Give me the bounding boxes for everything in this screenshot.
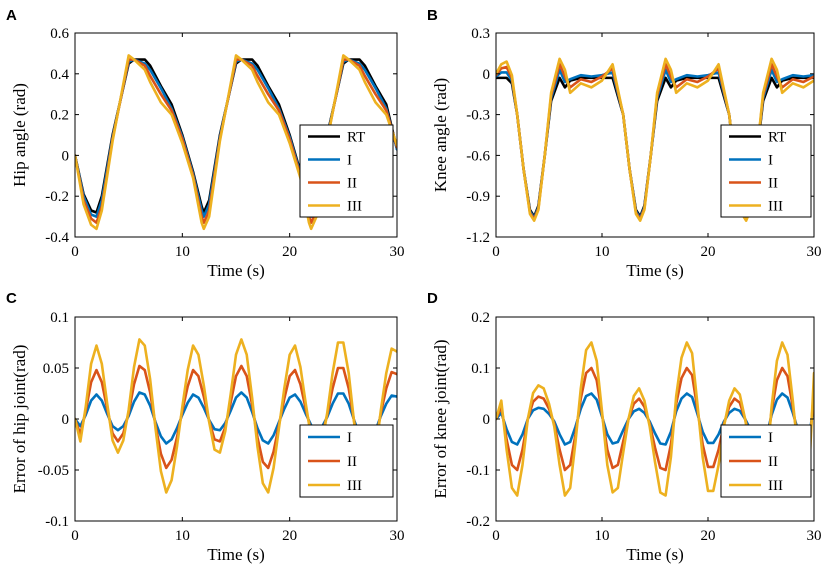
legend-label-iii: III (347, 478, 362, 494)
y-tick-label: 0 (483, 67, 491, 83)
x-axis-label-b: Time (s) (626, 261, 683, 280)
x-tick-label: 30 (807, 528, 822, 544)
x-tick-label: 20 (701, 244, 716, 260)
legend-label-ii: II (347, 176, 357, 192)
y-tick-label: -1.2 (466, 230, 490, 246)
y-tick-label: -0.3 (466, 108, 490, 124)
legend-label-rt: RT (768, 130, 786, 146)
x-tick-label: 10 (175, 528, 190, 544)
y-tick-label: -0.05 (38, 463, 69, 479)
legend-label-rt: RT (347, 130, 365, 146)
y-tick-label: 0.2 (50, 108, 69, 124)
x-axis-label-d: Time (s) (626, 545, 683, 564)
x-tick-label: 30 (807, 244, 822, 260)
y-tick-label: -0.1 (45, 514, 69, 530)
panel-b: B 0 10 20 30 -1.2 -0.9 -0.6 -0.3 0 0.3 Time (s) Knee… (427, 7, 822, 280)
y-tick-label: -0.9 (466, 189, 490, 205)
y-tick-label: 0.05 (43, 361, 69, 377)
series-line-c-iii (75, 338, 397, 494)
y-tick-label: 0.1 (471, 361, 490, 377)
legend-box (720, 124, 812, 218)
panel-letter-a: A (6, 7, 17, 24)
y-axis-label-a: Hip angle (rad) (10, 83, 29, 187)
y-tick-label: 0.1 (50, 310, 69, 326)
x-tick-label: 20 (701, 528, 716, 544)
x-axis-label-c: Time (s) (207, 545, 264, 564)
y-tick-label: 0.2 (471, 310, 490, 326)
panel-c: C 0 10 20 30 -0.1 -0.05 0 0.05 0.1 Time (s) Error o… (6, 290, 405, 564)
y-tick-label: -0.4 (45, 230, 69, 246)
y-tick-label: 0 (483, 412, 491, 428)
y-tick-label: -0.1 (466, 463, 490, 479)
x-tick-label: 0 (492, 244, 500, 260)
axes-box-b (495, 32, 815, 238)
x-axis-label-a: Time (s) (207, 261, 264, 280)
x-tick-label: 10 (595, 244, 610, 260)
y-axis-label-c: Error of hip joint(rad) (10, 345, 29, 494)
y-tick-label: 0.3 (471, 26, 490, 42)
legend-label-ii: II (768, 454, 778, 470)
legend-label-iii: III (347, 199, 362, 215)
axes-box-a (74, 32, 398, 238)
series-group-c (75, 338, 397, 494)
x-tick-label: 30 (390, 528, 405, 544)
y-tick-label: 0.4 (50, 67, 69, 83)
x-tick-label: 10 (595, 528, 610, 544)
panel-letter-b: B (427, 7, 438, 24)
panel-d: D 0 10 20 30 -0.2 -0.1 0 0.1 0.2 Time (s) Error of … (427, 290, 822, 564)
x-tick-label: 20 (282, 244, 297, 260)
legend-box (299, 124, 394, 218)
legend-label-i: I (768, 153, 773, 169)
panel-letter-d: D (427, 290, 438, 307)
x-tick-label: 30 (390, 244, 405, 260)
y-tick-label: 0.6 (50, 26, 69, 42)
y-tick-label: 0 (62, 412, 70, 428)
x-tick-label: 0 (71, 528, 79, 544)
legend-label-i: I (347, 430, 352, 446)
legend-label-ii: II (768, 176, 778, 192)
x-tick-label: 10 (175, 244, 190, 260)
y-tick-label: 0 (62, 148, 70, 164)
x-tick-label: 20 (282, 528, 297, 544)
y-axis-label-d: Error of knee joint(rad) (431, 339, 450, 498)
series-line-a-iii (75, 54, 397, 231)
legend-label-i: I (768, 430, 773, 446)
panel-a: A 0 10 20 30 -0.4 -0.2 0 0.2 0.4 0.6 Time (s) Hip an… (6, 7, 405, 280)
panel-letter-c: C (6, 290, 17, 307)
series-group-a (75, 54, 397, 231)
y-tick-label: -0.6 (466, 148, 490, 164)
y-tick-label: -0.2 (466, 514, 490, 530)
y-tick-label: -0.2 (45, 189, 69, 205)
x-tick-label: 0 (71, 244, 79, 260)
legend-label-ii: II (347, 454, 357, 470)
legend-label-iii: III (768, 199, 783, 215)
x-tick-label: 0 (492, 528, 500, 544)
legend-label-iii: III (768, 478, 783, 494)
legend-label-i: I (347, 153, 352, 169)
y-axis-label-b: Knee angle (rad) (431, 78, 450, 192)
